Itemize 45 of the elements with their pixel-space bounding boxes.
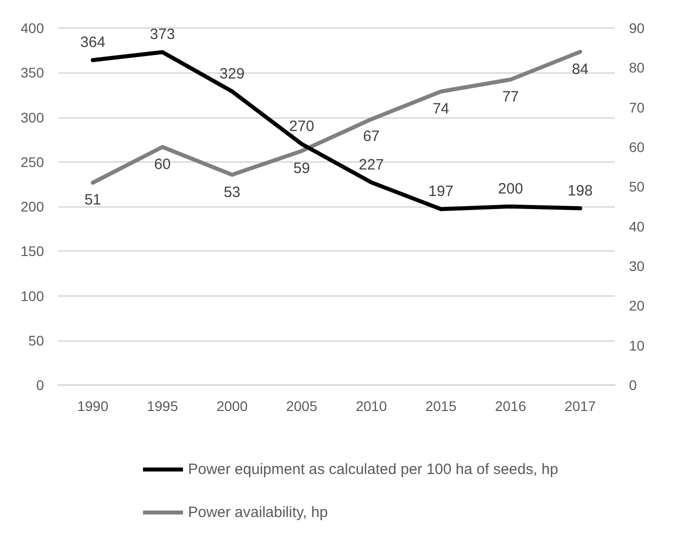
legend-label: Power availability, hp: [188, 504, 328, 521]
y2-tick-label: 20: [629, 298, 645, 314]
data-label: 198: [568, 182, 593, 200]
data-label: 84: [572, 60, 589, 78]
data-label: 270: [289, 118, 314, 136]
y-tick-label: 0: [36, 377, 44, 393]
x-tick-label: 2015: [425, 398, 457, 414]
data-label: 77: [502, 88, 519, 106]
y-tick-label: 50: [28, 332, 44, 348]
y2-tick-label: 30: [629, 258, 645, 274]
legend-label: Power equipment as calculated per 100 ha of seeds, hp: [188, 461, 558, 478]
y-tick-label: 150: [20, 243, 44, 260]
y2-tick-label: 80: [629, 60, 645, 76]
x-tick-label: 1990: [77, 398, 109, 414]
data-label: 227: [358, 156, 384, 174]
data-label: 373: [150, 26, 175, 44]
data-label: 60: [154, 156, 171, 173]
y2-tick-label: 40: [629, 218, 645, 234]
y2-tick-label: 70: [629, 99, 645, 116]
x-tick-label: 2016: [494, 398, 526, 414]
x-tick-label: 1995: [146, 398, 178, 414]
data-label: 53: [224, 184, 240, 201]
y-tick-label: 350: [20, 64, 44, 81]
y-tick-label: 250: [20, 154, 44, 170]
data-label: 74: [432, 100, 450, 118]
y2-tick-label: 90: [629, 20, 645, 36]
y2-tick-label: 0: [629, 377, 637, 393]
y2-tick-label: 10: [629, 337, 645, 354]
x-tick-label: 2005: [286, 398, 318, 414]
x-tick-label: 2010: [356, 398, 388, 414]
data-label: 197: [428, 183, 454, 200]
x-tick-label: 2017: [564, 398, 596, 414]
data-label: 67: [362, 128, 380, 146]
y-tick-label: 400: [20, 20, 44, 36]
data-label: 200: [498, 180, 524, 198]
y2-tick-label: 60: [629, 139, 645, 155]
y-tick-label: 100: [20, 288, 44, 304]
x-tick-label: 2000: [216, 398, 248, 414]
data-label: 51: [84, 192, 102, 209]
data-label: 364: [80, 34, 106, 52]
y-tick-label: 300: [20, 109, 44, 126]
data-label: 59: [293, 160, 310, 177]
y2-tick-label: 50: [629, 178, 645, 195]
data-label: 329: [220, 65, 245, 82]
y-tick-label: 200: [20, 198, 44, 214]
